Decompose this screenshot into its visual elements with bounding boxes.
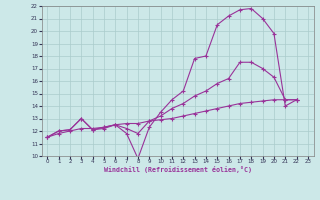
X-axis label: Windchill (Refroidissement éolien,°C): Windchill (Refroidissement éolien,°C)	[104, 166, 252, 173]
